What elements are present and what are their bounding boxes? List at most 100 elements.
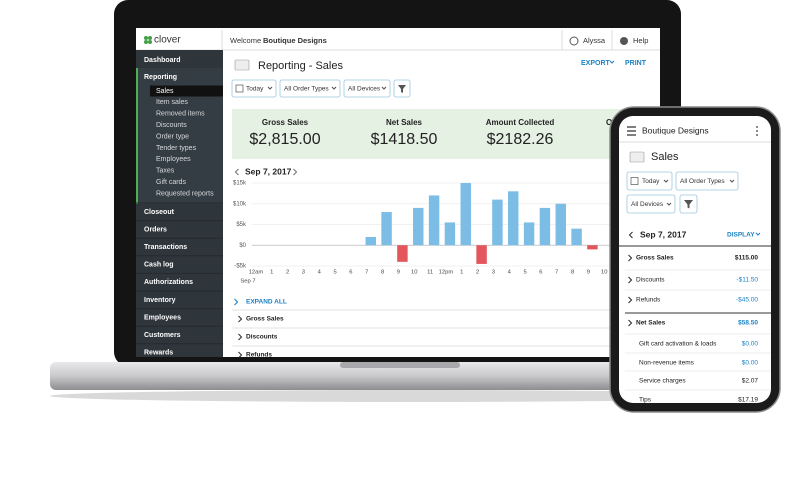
- calendar-icon: [630, 177, 639, 185]
- label: Welcome: [230, 36, 261, 45]
- report-row-value: $115.00: [735, 255, 759, 262]
- nav-subitem[interactable]: Employees: [156, 156, 191, 163]
- nav-subitem[interactable]: Requested reports: [156, 190, 214, 197]
- report-row-label: Refunds: [636, 297, 661, 304]
- nav-selected: [150, 85, 223, 97]
- export-button[interactable]: EXPORT: [581, 60, 611, 67]
- nav-item[interactable]: Dashboard: [144, 57, 181, 64]
- chevron: [628, 319, 633, 327]
- section-accent: [136, 68, 138, 204]
- chevron: [666, 202, 672, 206]
- x-tick-label: 1: [270, 270, 273, 276]
- filter-dropdown[interactable]: [626, 171, 673, 191]
- label[interactable]: Help: [633, 36, 648, 45]
- bar: [587, 245, 598, 250]
- filter-label[interactable]: All Order Types: [284, 86, 329, 93]
- report-row-value: $17.19: [738, 397, 758, 404]
- report-row-label: Gift card activation & loads: [639, 341, 717, 348]
- nav-item[interactable]: Reporting: [144, 74, 177, 81]
- chevron: [628, 254, 633, 262]
- nav-subitem[interactable]: Removed items: [156, 111, 205, 118]
- nav-subitem[interactable]: Tender types: [156, 145, 197, 152]
- report-row-label: Non-revenue items: [639, 360, 695, 367]
- filter-label[interactable]: All Order Types: [680, 178, 725, 185]
- nav-item[interactable]: Rewards: [144, 350, 173, 357]
- more-icon: [756, 130, 758, 132]
- x-tick-label: 4: [508, 270, 512, 276]
- nav-item[interactable]: Cash log: [144, 262, 174, 269]
- nav-subitem[interactable]: Gift cards: [156, 179, 186, 186]
- report-row-value: $58.50: [738, 320, 758, 327]
- filter-dropdown[interactable]: [279, 79, 341, 98]
- more-icon: [756, 126, 758, 128]
- nav-item[interactable]: Authorizations: [144, 279, 193, 286]
- summary-value: $1418.50: [371, 131, 438, 148]
- nav-subitem[interactable]: Sales: [156, 88, 174, 95]
- page-title: Reporting - Sales: [258, 60, 343, 72]
- report-row-label: Net Sales: [636, 320, 666, 327]
- filter-icon: [398, 85, 406, 93]
- chevron: [729, 179, 735, 183]
- nav-item[interactable]: Employees: [144, 314, 181, 321]
- report-row-label: Discounts: [636, 277, 665, 284]
- y-tick-label: $5k: [236, 222, 247, 228]
- x-tick-label: 7: [555, 270, 558, 276]
- more-icon: [756, 134, 758, 136]
- logo-mark: [144, 40, 148, 44]
- summary-label: Amount Collected: [486, 118, 555, 127]
- user-icon: [569, 36, 579, 46]
- bar: [523, 222, 535, 246]
- chevron: [609, 60, 615, 64]
- x-tick-label: 2: [286, 270, 289, 276]
- print-button[interactable]: PRINT: [625, 60, 647, 67]
- nav-subitem[interactable]: Order type: [156, 133, 189, 140]
- filter-dropdown[interactable]: [231, 79, 277, 98]
- filter-dropdown[interactable]: [626, 194, 676, 214]
- filter-dropdown[interactable]: [675, 171, 739, 191]
- nav-item[interactable]: Inventory: [144, 297, 176, 304]
- chevron: [628, 296, 633, 304]
- bar: [365, 236, 376, 246]
- x-tick-label: 10: [601, 270, 607, 276]
- logo-mark: [148, 40, 152, 44]
- help-icon: [620, 37, 628, 45]
- chevron: [663, 179, 669, 183]
- display-button[interactable]: DISPLAY: [727, 232, 755, 239]
- summary-label: Gross Sales: [262, 118, 309, 127]
- x-tick-label: 9: [397, 270, 400, 276]
- expand-all[interactable]: EXPAND ALL: [246, 299, 287, 306]
- report-row-value: -$11.50: [736, 277, 758, 284]
- report-icon: [234, 59, 250, 71]
- report-row[interactable]: Gross Sales: [246, 316, 284, 323]
- shadow: [50, 390, 770, 402]
- bar: [460, 183, 471, 246]
- summary-value: $2,815.00: [249, 131, 320, 148]
- nav-item[interactable]: Transactions: [144, 244, 187, 251]
- filter-dropdown[interactable]: [343, 79, 391, 98]
- chevron: [628, 276, 633, 284]
- logo-text: clover: [154, 35, 181, 46]
- filter-label[interactable]: Today: [642, 178, 660, 185]
- filter-label[interactable]: All Devices: [631, 201, 664, 208]
- filter-label[interactable]: Today: [246, 86, 264, 93]
- report-row-value: $2.07: [742, 378, 759, 385]
- x-sublabel: Sep 7: [240, 279, 255, 285]
- nav-item[interactable]: Orders: [144, 226, 167, 233]
- nav-item[interactable]: Customers: [144, 332, 181, 339]
- calendar-icon: [235, 84, 244, 93]
- report-row[interactable]: Refunds: [246, 352, 272, 359]
- filter-label[interactable]: All Devices: [348, 86, 381, 93]
- chevron: [267, 86, 273, 90]
- nav-subitem[interactable]: Discounts: [156, 122, 187, 129]
- x-tick-label: 5: [523, 270, 526, 276]
- label[interactable]: Alyssa: [583, 36, 606, 45]
- x-tick-label: 12pm: [439, 270, 454, 276]
- nav-subitem[interactable]: Item sales: [156, 99, 188, 106]
- report-row-value: $0.00: [742, 360, 759, 367]
- x-tick-label: 7: [365, 270, 368, 276]
- nav-item[interactable]: Closeout: [144, 209, 175, 216]
- report-row[interactable]: Discounts: [246, 334, 278, 341]
- nav-subitem[interactable]: Taxes: [156, 168, 175, 175]
